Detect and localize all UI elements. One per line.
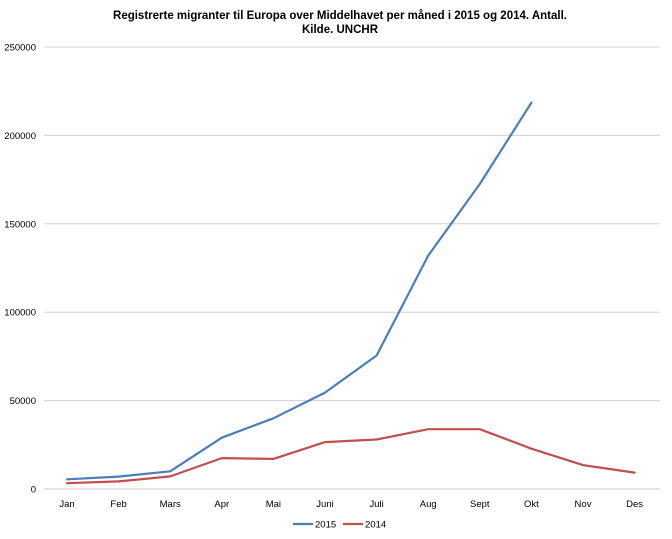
y-tick-label: 50000 <box>10 396 36 407</box>
x-tick-label: Jan <box>59 499 74 510</box>
series-line-2015 <box>65 101 533 481</box>
x-tick-label: Sept <box>470 499 490 510</box>
x-tick-label: Feb <box>110 499 126 510</box>
plot-series <box>65 101 636 485</box>
legend-label: 2015 <box>315 520 336 531</box>
y-tick-label: 250000 <box>4 43 36 54</box>
y-tick-label: 200000 <box>4 131 36 142</box>
x-tick-label: Des <box>626 499 643 510</box>
y-tick-label: 150000 <box>4 219 36 230</box>
x-tick-label: Juli <box>369 499 383 510</box>
x-tick-label: Apr <box>214 499 229 510</box>
x-axis: Jan Feb Mars Apr Mai Juni Juli Aug Sept Okt Nov Des <box>59 499 643 510</box>
x-tick-label: Okt <box>524 499 539 510</box>
legend-label: 2014 <box>365 520 386 531</box>
chart-title-line-2: Kilde. UNCHR <box>302 24 379 36</box>
x-tick-label: Mars <box>160 499 181 510</box>
legend: 2015 2014 <box>293 520 386 531</box>
x-tick-label: Aug <box>420 499 437 510</box>
y-tick-label: 100000 <box>4 308 36 319</box>
chart-title-line-1: Registrerte migranter til Europa over Mi… <box>113 10 567 22</box>
y-axis: 0 50000 100000 150000 200000 250000 <box>4 43 36 496</box>
x-tick-label: Nov <box>575 499 592 510</box>
y-tick-label: 0 <box>31 485 36 496</box>
gridlines <box>44 46 660 490</box>
series-line-2014 <box>65 428 636 485</box>
x-tick-label: Mai <box>266 499 281 510</box>
x-tick-label: Juni <box>316 499 333 510</box>
